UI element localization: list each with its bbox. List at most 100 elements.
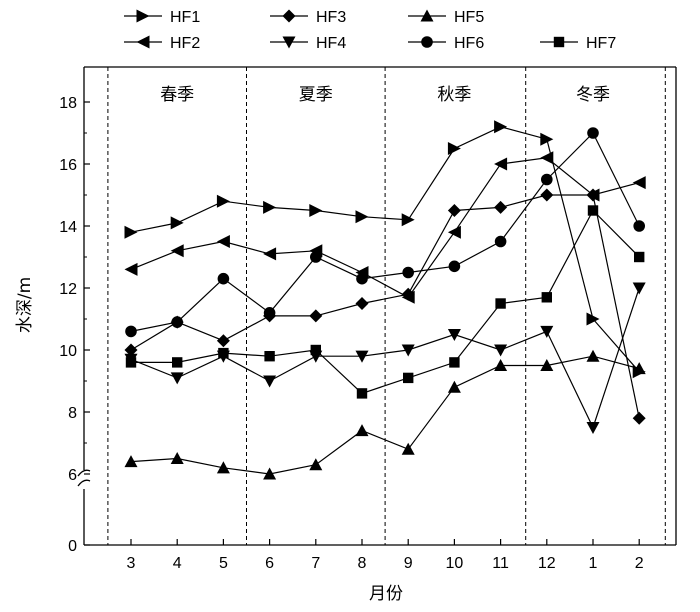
data-point [355,424,369,437]
data-point [494,157,508,171]
data-point [216,235,230,248]
data-point [494,120,508,134]
axis-break-mark [77,469,91,477]
series-hf2 [124,151,646,304]
season-label: 春季 [160,85,194,105]
data-point [448,260,461,273]
data-point [494,200,508,214]
data-point [632,411,646,425]
x-tick-label: 1 [589,555,598,572]
series-line [130,131,640,332]
data-point [216,334,230,348]
data-point [309,204,323,217]
data-point [447,328,461,341]
data-point [124,343,138,357]
data-point [356,388,368,399]
x-tick-label: 11 [492,555,509,572]
data-point [309,309,323,323]
data-point [494,344,508,357]
y-tick-label: 0 [68,538,77,555]
data-point [447,380,461,393]
data-point [587,127,599,139]
legend-item-hf7: HF7 [540,35,616,52]
series-hf4 [124,282,646,434]
legend-label: HF4 [316,35,346,52]
data-point [447,204,461,217]
data-point [355,350,369,363]
data-point [170,216,184,230]
data-point [310,251,322,263]
data-point [586,349,600,362]
legend-label: HF1 [170,9,200,26]
data-point [541,173,553,186]
data-point [403,372,414,384]
legend-item-hf1: HF1 [124,9,200,26]
y-tick-label: 16 [59,157,77,174]
data-point [401,344,415,357]
legend-marker [136,9,150,23]
data-point [402,266,415,279]
legend-marker [282,9,296,23]
season-dividers: 春季 夏季 秋季 冬季 [107,67,666,545]
series-line [130,126,640,373]
x-tick-label: 5 [219,555,228,572]
data-point [401,442,415,455]
data-point [632,282,646,295]
legend-label: HF7 [586,35,616,52]
data-point [172,357,183,368]
data-point [263,200,277,214]
data-point [494,235,507,248]
y-tick-label: 14 [59,219,77,236]
data-point [263,375,277,388]
season-label: 冬季 [576,85,610,105]
series-line [130,355,640,475]
series-line [131,209,640,395]
data-point [309,458,323,471]
x-axis-title: 月份 [369,584,403,604]
legend: HF1 HF2 HF3 HF4 HF5 HF6 HF7 [124,9,616,52]
data-point [586,421,600,434]
data-point [632,362,646,375]
x-tick-label: 4 [173,555,182,572]
plot-frame [77,66,677,546]
data-point [263,467,277,480]
data-point [540,132,554,146]
data-point [216,461,230,474]
series-hf7 [125,205,645,399]
legend-label: HF5 [454,9,484,26]
data-point [540,359,554,372]
data-point [216,194,230,208]
data-point [632,176,646,190]
y-axis-title: 水深/m [15,277,35,333]
data-point [125,357,137,368]
legend-marker [136,35,150,49]
data-point [633,220,645,232]
data-point [356,272,368,285]
legend-item-hf5: HF5 [408,9,484,26]
series-line [130,287,640,430]
legend-marker [420,9,434,22]
series-lines [124,120,646,480]
legend-marker [282,36,296,49]
legend-marker [421,36,433,48]
legend-marker [553,36,565,48]
x-tick-label: 9 [404,555,413,572]
data-point [494,359,508,372]
legend-label: HF6 [454,35,484,52]
data-point [586,312,600,326]
data-point [495,298,506,309]
data-point [355,210,369,224]
legend-item-hf4: HF4 [270,35,346,52]
series-hf5 [124,349,646,480]
data-point [263,307,276,319]
data-point [401,287,415,301]
data-point [264,351,275,362]
data-point [124,262,138,276]
data-point [124,225,138,239]
data-point [125,325,137,338]
data-point [218,347,229,359]
data-point [310,344,321,356]
data-point [124,455,138,468]
